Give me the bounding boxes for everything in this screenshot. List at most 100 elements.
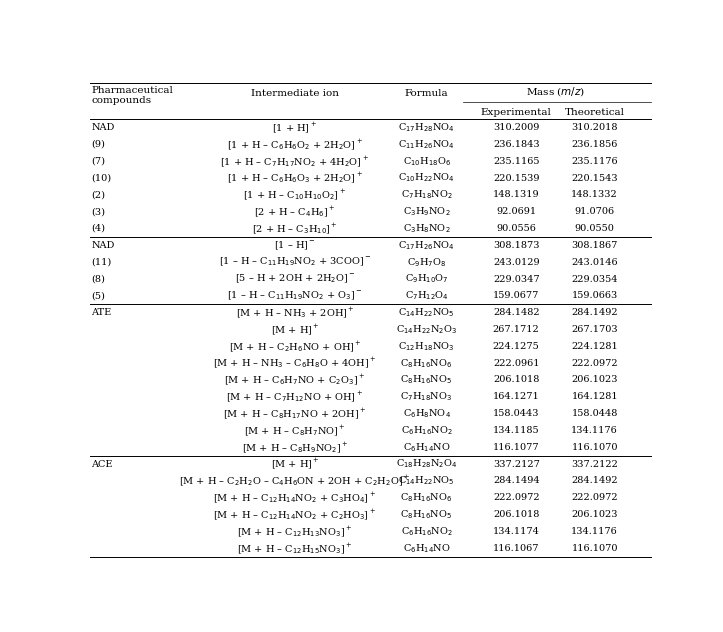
Text: 243.0146: 243.0146 bbox=[571, 258, 618, 267]
Text: 158.0443: 158.0443 bbox=[493, 409, 539, 418]
Text: 308.1873: 308.1873 bbox=[493, 241, 539, 250]
Text: 222.0972: 222.0972 bbox=[493, 493, 539, 502]
Text: Intermediate ion: Intermediate ion bbox=[251, 89, 339, 99]
Text: 267.1703: 267.1703 bbox=[571, 325, 618, 334]
Text: (2): (2) bbox=[92, 190, 106, 199]
Text: 337.2122: 337.2122 bbox=[571, 459, 618, 468]
Text: 159.0677: 159.0677 bbox=[493, 291, 539, 300]
Text: 134.1185: 134.1185 bbox=[493, 426, 539, 435]
Text: C$_7$H$_{18}$NO$_2$: C$_7$H$_{18}$NO$_2$ bbox=[401, 188, 453, 201]
Text: [1 + H – C$_{10}$H$_{10}$O$_2$]$^+$: [1 + H – C$_{10}$H$_{10}$O$_2$]$^+$ bbox=[244, 188, 346, 202]
Text: 222.0961: 222.0961 bbox=[493, 358, 539, 368]
Text: [M + H – NH$_3$ + 2OH]$^+$: [M + H – NH$_3$ + 2OH]$^+$ bbox=[236, 305, 354, 320]
Text: C$_7$H$_{12}$O$_4$: C$_7$H$_{12}$O$_4$ bbox=[405, 289, 448, 302]
Text: 220.1539: 220.1539 bbox=[493, 174, 539, 183]
Text: C$_3$H$_8$NO$_2$: C$_3$H$_8$NO$_2$ bbox=[403, 222, 450, 235]
Text: C$_{17}$H$_{28}$NO$_4$: C$_{17}$H$_{28}$NO$_4$ bbox=[398, 121, 455, 134]
Text: 224.1281: 224.1281 bbox=[571, 342, 618, 351]
Text: Experimental: Experimental bbox=[481, 107, 552, 117]
Text: C$_6$H$_{16}$NO$_2$: C$_6$H$_{16}$NO$_2$ bbox=[401, 525, 453, 538]
Text: C$_8$H$_{16}$NO$_6$: C$_8$H$_{16}$NO$_6$ bbox=[401, 491, 453, 504]
Text: 134.1176: 134.1176 bbox=[571, 527, 618, 536]
Text: C$_9$H$_{10}$O$_7$: C$_9$H$_{10}$O$_7$ bbox=[405, 272, 448, 286]
Text: C$_6$H$_{16}$NO$_2$: C$_6$H$_{16}$NO$_2$ bbox=[401, 424, 453, 437]
Text: 90.0550: 90.0550 bbox=[575, 224, 615, 233]
Text: Formula: Formula bbox=[405, 89, 448, 99]
Text: (9): (9) bbox=[92, 140, 106, 149]
Text: 284.1492: 284.1492 bbox=[571, 308, 618, 317]
Text: 206.1023: 206.1023 bbox=[571, 510, 618, 519]
Text: 236.1856: 236.1856 bbox=[571, 140, 618, 149]
Text: 148.1319: 148.1319 bbox=[493, 190, 539, 199]
Text: 243.0129: 243.0129 bbox=[493, 258, 539, 267]
Text: [M + H – C$_2$H$_2$O – C$_4$H$_6$ON + 2OH + C$_2$H$_2$O]$^+$: [M + H – C$_2$H$_2$O – C$_4$H$_6$ON + 2O… bbox=[179, 473, 411, 489]
Text: (10): (10) bbox=[92, 174, 111, 183]
Text: [M + H – C$_{12}$H$_{13}$NO$_3$]$^+$: [M + H – C$_{12}$H$_{13}$NO$_3$]$^+$ bbox=[237, 524, 353, 538]
Text: 206.1023: 206.1023 bbox=[571, 375, 618, 384]
Text: C$_6$H$_8$NO$_4$: C$_6$H$_8$NO$_4$ bbox=[403, 407, 450, 420]
Text: 92.0691: 92.0691 bbox=[496, 207, 536, 216]
Text: C$_{14}$H$_{22}$NO$_5$: C$_{14}$H$_{22}$NO$_5$ bbox=[398, 475, 455, 487]
Text: 220.1543: 220.1543 bbox=[571, 174, 618, 183]
Text: C$_{14}$H$_{22}$NO$_5$: C$_{14}$H$_{22}$NO$_5$ bbox=[398, 307, 455, 319]
Text: C$_9$H$_7$O$_8$: C$_9$H$_7$O$_8$ bbox=[407, 256, 446, 269]
Text: 235.1176: 235.1176 bbox=[571, 157, 618, 166]
Text: [M + H – C$_2$H$_6$NO + OH]$^+$: [M + H – C$_2$H$_6$NO + OH]$^+$ bbox=[228, 339, 362, 354]
Text: C$_8$H$_{16}$NO$_6$: C$_8$H$_{16}$NO$_6$ bbox=[401, 356, 453, 370]
Text: 134.1174: 134.1174 bbox=[493, 527, 539, 536]
Text: C$_{14}$H$_{22}$N$_2$O$_3$: C$_{14}$H$_{22}$N$_2$O$_3$ bbox=[396, 323, 457, 336]
Text: Theoretical: Theoretical bbox=[565, 107, 625, 117]
Text: 116.1077: 116.1077 bbox=[493, 443, 539, 452]
Text: [2 + H – C$_3$H$_{10}$]$^+$: [2 + H – C$_3$H$_{10}$]$^+$ bbox=[252, 221, 338, 236]
Text: C$_{18}$H$_{28}$N$_2$O$_4$: C$_{18}$H$_{28}$N$_2$O$_4$ bbox=[395, 458, 458, 470]
Text: [M + H – C$_{12}$H$_{14}$NO$_2$ + C$_2$HO$_3$]$^+$: [M + H – C$_{12}$H$_{14}$NO$_2$ + C$_2$H… bbox=[213, 507, 377, 522]
Text: 164.1281: 164.1281 bbox=[571, 392, 618, 401]
Text: 134.1176: 134.1176 bbox=[571, 426, 618, 435]
Text: [M + H – C$_8$H$_{17}$NO + 2OH]$^+$: [M + H – C$_8$H$_{17}$NO + 2OH]$^+$ bbox=[223, 406, 367, 421]
Text: 222.0972: 222.0972 bbox=[571, 358, 618, 368]
Text: 235.1165: 235.1165 bbox=[493, 157, 539, 166]
Text: (4): (4) bbox=[92, 224, 106, 233]
Text: C$_8$H$_{16}$NO$_5$: C$_8$H$_{16}$NO$_5$ bbox=[401, 508, 453, 521]
Text: [M + H – C$_7$H$_{12}$NO + OH]$^+$: [M + H – C$_7$H$_{12}$NO + OH]$^+$ bbox=[226, 389, 364, 404]
Text: 229.0347: 229.0347 bbox=[493, 274, 539, 284]
Text: (8): (8) bbox=[92, 274, 106, 284]
Text: 229.0354: 229.0354 bbox=[571, 274, 618, 284]
Text: 224.1275: 224.1275 bbox=[493, 342, 539, 351]
Text: C$_8$H$_{16}$NO$_5$: C$_8$H$_{16}$NO$_5$ bbox=[401, 374, 453, 386]
Text: Pharmaceutical
compounds: Pharmaceutical compounds bbox=[92, 85, 174, 105]
Text: [2 + H – C$_4$H$_6$]$^+$: [2 + H – C$_4$H$_6$]$^+$ bbox=[254, 204, 335, 219]
Text: 116.1067: 116.1067 bbox=[493, 544, 539, 553]
Text: [1 + H – C$_6$H$_6$O$_2$ + 2H$_2$O]$^+$: [1 + H – C$_6$H$_6$O$_2$ + 2H$_2$O]$^+$ bbox=[227, 137, 363, 152]
Text: [M + H – NH$_3$ – C$_6$H$_8$O + 4OH]$^+$: [M + H – NH$_3$ – C$_6$H$_8$O + 4OH]$^+$ bbox=[213, 356, 377, 370]
Text: 206.1018: 206.1018 bbox=[493, 375, 539, 384]
Text: C$_{10}$H$_{22}$NO$_4$: C$_{10}$H$_{22}$NO$_4$ bbox=[398, 172, 455, 185]
Text: [M + H – C$_6$H$_7$NO + C$_2$O$_3$]$^+$: [M + H – C$_6$H$_7$NO + C$_2$O$_3$]$^+$ bbox=[224, 373, 365, 387]
Text: [M + H]$^+$: [M + H]$^+$ bbox=[270, 457, 320, 471]
Text: C$_{12}$H$_{18}$NO$_3$: C$_{12}$H$_{18}$NO$_3$ bbox=[398, 340, 455, 353]
Text: 267.1712: 267.1712 bbox=[493, 325, 539, 334]
Text: (7): (7) bbox=[92, 157, 106, 166]
Text: [1 + H – C$_7$H$_{17}$NO$_2$ + 4H$_2$O]$^+$: [1 + H – C$_7$H$_{17}$NO$_2$ + 4H$_2$O]$… bbox=[221, 154, 369, 169]
Text: C$_3$H$_9$NO$_2$: C$_3$H$_9$NO$_2$ bbox=[403, 205, 450, 218]
Text: C$_6$H$_{14}$NO: C$_6$H$_{14}$NO bbox=[403, 441, 450, 454]
Text: 116.1070: 116.1070 bbox=[571, 443, 618, 452]
Text: 337.2127: 337.2127 bbox=[493, 459, 539, 468]
Text: [1 – H – C$_{11}$H$_{19}$NO$_2$ + O$_3$]$^-$: [1 – H – C$_{11}$H$_{19}$NO$_2$ + O$_3$]… bbox=[227, 289, 363, 302]
Text: [1 + H – C$_6$H$_6$O$_3$ + 2H$_2$O]$^+$: [1 + H – C$_6$H$_6$O$_3$ + 2H$_2$O]$^+$ bbox=[227, 171, 363, 185]
Text: [5 – H + 2OH + 2H$_2$O]$^-$: [5 – H + 2OH + 2H$_2$O]$^-$ bbox=[234, 272, 355, 285]
Text: [1 + H]$^+$: [1 + H]$^+$ bbox=[273, 120, 317, 135]
Text: [M + H – C$_{12}$H$_{15}$NO$_3$]$^+$: [M + H – C$_{12}$H$_{15}$NO$_3$]$^+$ bbox=[237, 541, 353, 556]
Text: 91.0706: 91.0706 bbox=[575, 207, 615, 216]
Text: 222.0972: 222.0972 bbox=[571, 493, 618, 502]
Text: NAD: NAD bbox=[92, 241, 115, 250]
Text: [M + H]$^+$: [M + H]$^+$ bbox=[270, 322, 320, 337]
Text: 310.2009: 310.2009 bbox=[493, 123, 539, 132]
Text: 90.0556: 90.0556 bbox=[496, 224, 536, 233]
Text: C$_{10}$H$_{18}$O$_6$: C$_{10}$H$_{18}$O$_6$ bbox=[403, 155, 450, 167]
Text: [1 – H]$^-$: [1 – H]$^-$ bbox=[274, 239, 316, 252]
Text: (5): (5) bbox=[92, 291, 106, 300]
Text: 116.1070: 116.1070 bbox=[571, 544, 618, 553]
Text: (11): (11) bbox=[92, 258, 112, 267]
Text: [M + H – C$_{12}$H$_{14}$NO$_2$ + C$_3$HO$_4$]$^+$: [M + H – C$_{12}$H$_{14}$NO$_2$ + C$_3$H… bbox=[213, 490, 377, 505]
